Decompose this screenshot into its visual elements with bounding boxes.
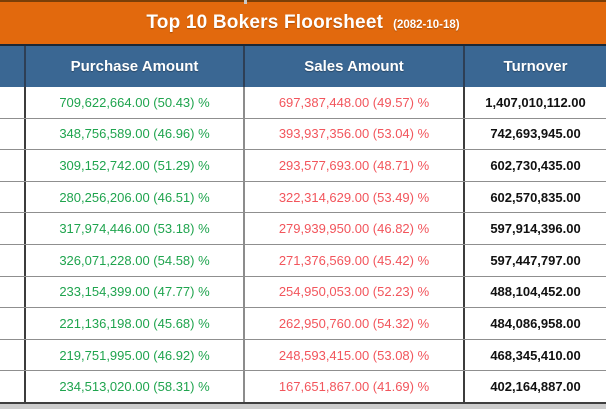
row-index-cell xyxy=(0,181,26,213)
column-header-sales-amount: Sales Amount xyxy=(245,46,465,87)
table-row: 233,154,399.00 (47.77) % 254,950,053.00 … xyxy=(0,276,606,309)
turnover-cell: 597,914,396.00 xyxy=(490,221,581,237)
turnover-cell: 484,086,958.00 xyxy=(490,315,581,331)
purchase-amount-cell: 309,152,742.00 (51.29) % xyxy=(26,150,245,181)
purchase-amount-cell: 326,071,228.00 (54.58) % xyxy=(26,244,245,276)
row-index-cell xyxy=(0,150,26,181)
column-header-purchase-amount: Purchase Amount xyxy=(26,46,245,87)
purchase-amount-cell: 317,974,446.00 (53.18) % xyxy=(26,213,245,244)
purchase-amount-cell: 233,154,399.00 (47.77) % xyxy=(26,276,245,308)
table-row: 280,256,206.00 (46.51) % 322,314,629.00 … xyxy=(0,181,606,214)
table-row: 219,751,995.00 (46.92) % 248,593,415.00 … xyxy=(0,339,606,372)
sales-amount-cell: 279,939,950.00 (46.82) % xyxy=(245,213,465,244)
column-header-turnover: Turnover xyxy=(503,58,568,75)
table-row: 709,622,664.00 (50.43) % 697,387,448.00 … xyxy=(0,87,606,119)
table-row: 234,513,020.00 (58.31) % 167,651,867.00 … xyxy=(0,371,606,402)
sales-amount-cell: 248,593,415.00 (53.08) % xyxy=(245,339,465,371)
column-boundary-notch xyxy=(244,0,247,4)
sales-amount-cell: 271,376,569.00 (45.42) % xyxy=(245,244,465,276)
sales-amount-cell: 697,387,448.00 (49.57) % xyxy=(245,87,465,118)
turnover-cell: 468,345,410.00 xyxy=(490,347,581,363)
row-index-cell xyxy=(0,308,26,339)
purchase-amount-cell: 219,751,995.00 (46.92) % xyxy=(26,339,245,371)
row-index-cell xyxy=(0,371,26,402)
table-row: 309,152,742.00 (51.29) % 293,577,693.00 … xyxy=(0,150,606,182)
table-row: 221,136,198.00 (45.68) % 262,950,760.00 … xyxy=(0,308,606,340)
sales-amount-cell: 262,950,760.00 (54.32) % xyxy=(245,308,465,339)
purchase-amount-cell: 221,136,198.00 (45.68) % xyxy=(26,308,245,339)
purchase-amount-cell: 280,256,206.00 (46.51) % xyxy=(26,181,245,213)
table-row: 348,756,589.00 (46.96) % 393,937,356.00 … xyxy=(0,118,606,151)
turnover-cell: 597,447,797.00 xyxy=(490,252,581,268)
sales-amount-cell: 322,314,629.00 (53.49) % xyxy=(245,181,465,213)
report-title: Top 10 Bokers Floorsheet xyxy=(146,12,384,33)
window-bottom-edge xyxy=(0,404,606,409)
table-bottom-border xyxy=(0,402,606,404)
row-index-cell xyxy=(0,339,26,371)
row-index-cell xyxy=(0,276,26,308)
table-header-row: Purchase Amount Sales Amount Turnover xyxy=(0,46,606,87)
turnover-cell: 1,407,010,112.00 xyxy=(485,94,586,110)
report-date: (2082-10-18) xyxy=(393,19,460,31)
column-header-index xyxy=(0,46,26,87)
turnover-cell: 742,693,945.00 xyxy=(490,126,581,142)
turnover-cell: 602,730,435.00 xyxy=(490,157,581,173)
turnover-cell: 402,164,887.00 xyxy=(490,379,581,395)
turnover-cell: 488,104,452.00 xyxy=(490,284,581,300)
purchase-amount-cell: 348,756,589.00 (46.96) % xyxy=(26,118,245,150)
row-index-cell xyxy=(0,87,26,118)
report-title-bar: Top 10 Bokers Floorsheet (2082-10-18) xyxy=(0,0,606,44)
sales-amount-cell: 254,950,053.00 (52.23) % xyxy=(245,276,465,308)
purchase-amount-cell: 234,513,020.00 (58.31) % xyxy=(26,371,245,402)
row-index-cell xyxy=(0,244,26,276)
purchase-amount-cell: 709,622,664.00 (50.43) % xyxy=(26,87,245,118)
header-divider xyxy=(0,44,606,46)
sales-amount-cell: 167,651,867.00 (41.69) % xyxy=(245,371,465,402)
table-row: 326,071,228.00 (54.58) % 271,376,569.00 … xyxy=(0,244,606,277)
sales-amount-cell: 393,937,356.00 (53.04) % xyxy=(245,118,465,150)
sales-amount-cell: 293,577,693.00 (48.71) % xyxy=(245,150,465,181)
row-index-cell xyxy=(0,118,26,150)
turnover-cell: 602,570,835.00 xyxy=(490,189,581,205)
table-row: 317,974,446.00 (53.18) % 279,939,950.00 … xyxy=(0,213,606,245)
table-body: 709,622,664.00 (50.43) % 697,387,448.00 … xyxy=(0,87,606,402)
row-index-cell xyxy=(0,213,26,244)
